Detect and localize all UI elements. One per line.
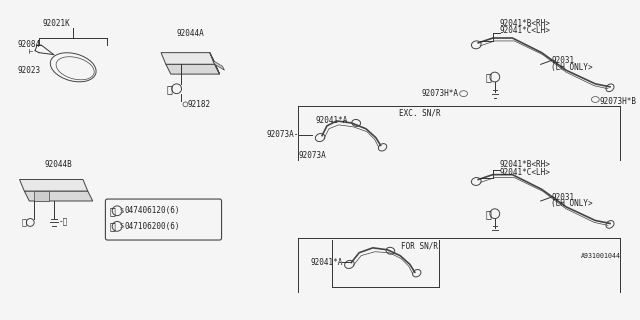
Polygon shape [19, 180, 88, 191]
Text: (LH ONLY>: (LH ONLY> [552, 63, 593, 72]
Text: ②: ② [485, 72, 491, 82]
Text: 047406120(6): 047406120(6) [125, 206, 180, 215]
Polygon shape [161, 53, 214, 64]
Text: 92073A-: 92073A- [266, 130, 299, 139]
Polygon shape [210, 53, 220, 74]
Text: EXC. SN/R: EXC. SN/R [399, 109, 440, 118]
Text: 92041*C<LH>: 92041*C<LH> [500, 26, 550, 35]
Text: ①: ① [167, 84, 173, 94]
Text: 92044A: 92044A [177, 28, 204, 38]
Text: 92084: 92084 [17, 40, 41, 49]
Text: ②: ② [485, 209, 491, 219]
Polygon shape [24, 191, 93, 201]
Text: 92021K: 92021K [43, 19, 70, 28]
Text: 92073H*A: 92073H*A [422, 89, 459, 98]
Text: S: S [120, 223, 124, 229]
Text: -②: -② [58, 217, 68, 226]
Text: S: S [120, 208, 124, 214]
Text: ①: ① [109, 206, 115, 216]
Text: 92041*A: 92041*A [310, 258, 343, 267]
Text: 92031: 92031 [552, 56, 575, 65]
Text: (LH ONLY>: (LH ONLY> [552, 199, 593, 208]
Polygon shape [212, 60, 225, 70]
Text: ②: ② [109, 221, 115, 231]
Text: A931001044: A931001044 [580, 253, 621, 259]
Polygon shape [34, 191, 49, 201]
Text: 92073H*B: 92073H*B [599, 97, 636, 106]
Text: 92041*B<RH>: 92041*B<RH> [500, 160, 550, 169]
Text: ①: ① [22, 218, 27, 227]
Text: 92182: 92182 [188, 100, 211, 109]
Text: FOR SN/R: FOR SN/R [401, 241, 438, 250]
Text: 92023: 92023 [17, 66, 41, 75]
Text: 92041*C<LH>: 92041*C<LH> [500, 168, 550, 177]
Text: 92031: 92031 [552, 193, 575, 202]
Text: 92044B: 92044B [45, 160, 72, 169]
Text: 92041*B<RH>: 92041*B<RH> [500, 19, 550, 28]
Text: 047106200(6): 047106200(6) [125, 222, 180, 231]
Text: 92073A: 92073A [299, 151, 326, 160]
Polygon shape [166, 64, 220, 74]
Text: 92041*A: 92041*A [316, 116, 348, 125]
